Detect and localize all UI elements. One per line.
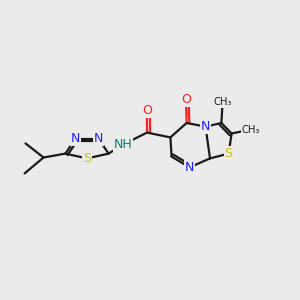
Text: N: N <box>185 161 194 174</box>
Text: CH₃: CH₃ <box>213 97 232 107</box>
Text: O: O <box>142 104 152 118</box>
Text: N: N <box>71 132 80 145</box>
Text: O: O <box>181 93 191 106</box>
Text: S: S <box>225 147 232 160</box>
Text: N: N <box>94 132 103 145</box>
Text: NH: NH <box>114 138 132 151</box>
Text: N: N <box>201 120 210 133</box>
Text: S: S <box>83 152 91 165</box>
Text: CH₃: CH₃ <box>241 124 260 135</box>
